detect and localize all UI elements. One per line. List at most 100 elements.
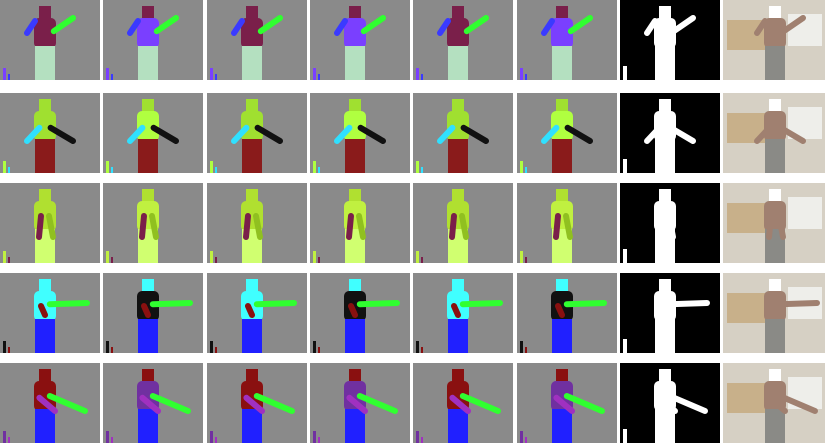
arm [463,303,500,304]
legs [552,139,572,173]
legs [138,409,158,443]
image-row [0,363,825,443]
head [142,99,154,111]
floor-marker [416,68,419,80]
floor-marker [623,66,627,80]
image-panel [620,363,720,443]
image-panel [413,363,513,443]
floor-marker [525,74,527,80]
legs [242,46,262,80]
legs [655,409,675,443]
arm [556,216,558,237]
floor-marker [318,347,320,353]
image-panel [310,183,410,263]
legs [35,319,55,353]
head [659,369,671,381]
floor-marker [313,431,316,443]
floor-marker [3,431,6,443]
floor-marker [520,68,523,80]
image-panel [517,93,617,173]
arm [142,216,144,237]
head [246,189,258,201]
legs [448,139,468,173]
image-panel [103,93,203,173]
image-panel [517,273,617,353]
arm [246,216,248,237]
legs [242,139,262,173]
arm [452,216,454,237]
head [556,369,568,381]
floor-marker [3,341,6,353]
legs [448,319,468,353]
arm [670,303,707,304]
floor-marker [313,68,316,80]
whiteboard [788,197,822,229]
arm [558,306,562,315]
floor-marker [623,249,627,263]
arm [454,306,458,315]
image-panel [0,183,100,263]
image-panel [0,0,100,80]
floor-marker [416,431,419,443]
floor-marker [520,251,523,263]
image-panel [723,363,825,443]
floor-marker [525,257,527,263]
arm [256,216,260,237]
image-panel [620,93,720,173]
arm [771,306,775,315]
legs [138,319,158,353]
head [142,279,154,291]
floor-marker [210,68,213,80]
image-panel [103,0,203,80]
image-panel [517,0,617,80]
floor-marker [106,341,109,353]
legs [345,139,365,173]
legs [655,319,675,353]
head [769,189,781,201]
image-panel [413,93,513,173]
arm [50,303,87,304]
arm [769,216,771,237]
floor-marker [215,74,217,80]
floor-marker [8,437,10,443]
arm [780,303,817,304]
figure-grid [0,0,825,443]
image-panel [723,0,825,80]
floor-marker [210,161,213,173]
floor-marker [210,431,213,443]
legs [35,139,55,173]
legs [655,46,675,80]
floor-marker [416,161,419,173]
legs [765,319,785,353]
image-panel [620,273,720,353]
head [769,6,781,18]
floor-marker [623,339,627,353]
head [556,279,568,291]
head [452,189,464,201]
legs [138,46,158,80]
head [246,369,258,381]
head [349,279,361,291]
floor-marker [525,167,527,173]
legs [448,46,468,80]
head [769,369,781,381]
head [452,99,464,111]
floor-marker [111,257,113,263]
floor-marker [3,251,6,263]
floor-marker [8,167,10,173]
legs [345,409,365,443]
floor-marker [318,257,320,263]
floor-marker [106,68,109,80]
floor-marker [8,74,10,80]
image-panel [0,93,100,173]
arm [49,216,53,237]
floor-marker [421,167,423,173]
floor-marker [111,167,113,173]
floor-marker [111,347,113,353]
floor-marker [215,167,217,173]
arm [359,216,363,237]
legs [765,409,785,443]
arm [41,306,45,315]
legs [448,409,468,443]
head [452,6,464,18]
